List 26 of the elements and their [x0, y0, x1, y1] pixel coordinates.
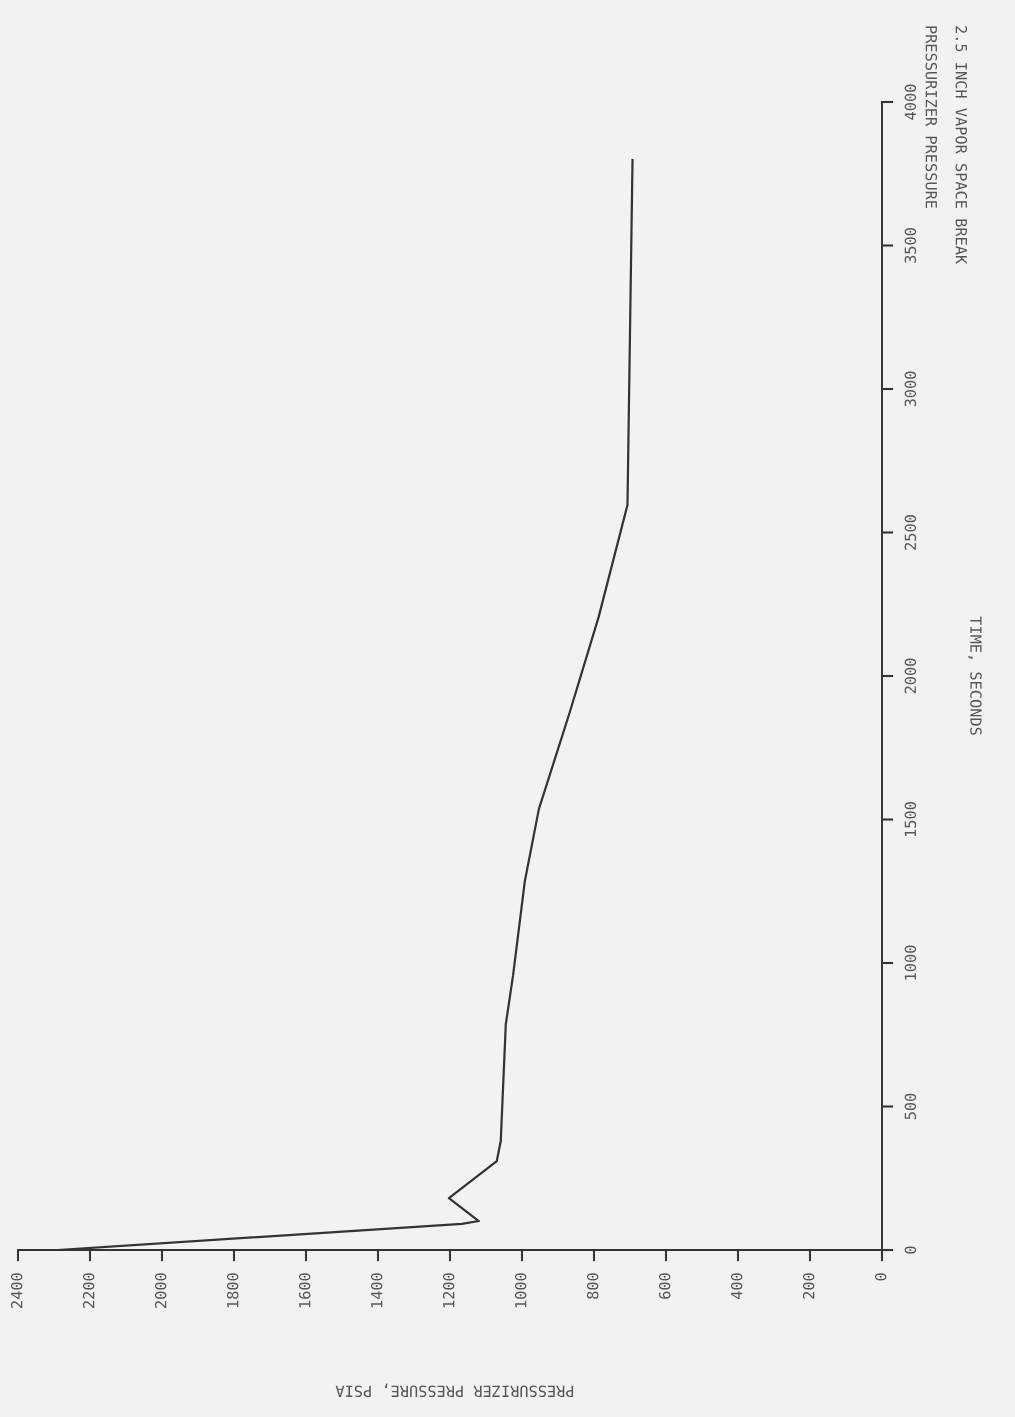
y-tick-label: 3500 — [904, 228, 917, 263]
x-tick-label: 200 — [802, 1273, 815, 1299]
x-tick-label: 400 — [730, 1273, 743, 1300]
x-tick-label: 600 — [658, 1273, 671, 1299]
y-tick-label: 1500 — [904, 802, 917, 837]
y-tick-label: 1000 — [904, 945, 917, 980]
y-tick-label: 2500 — [904, 515, 917, 550]
text: 2.5 INCH VAPOR SPACE BREAK — [955, 26, 968, 265]
x-tick-label: 1000 — [514, 1273, 527, 1308]
y-tick-label: 2000 — [904, 658, 917, 694]
y-tick-label: 500 — [904, 1093, 917, 1120]
x-tick-label: 2200 — [82, 1273, 95, 1308]
x-tick-label: 1800 — [226, 1273, 239, 1308]
x-tick-label: 2000 — [154, 1273, 167, 1308]
x-tick-label: 1200 — [442, 1273, 455, 1308]
x-tick-label: 2400 — [10, 1273, 23, 1308]
y-tick-label: 4000 — [904, 84, 917, 120]
text: PRESSURIZER PRESSURE — [925, 26, 938, 208]
y-axis-title: TIME, SECONDS — [968, 616, 982, 735]
x-axis-title: PRESSURIZER PRESSURE, PSIA — [335, 1383, 574, 1398]
x-tick-label: 0 — [874, 1273, 887, 1281]
x-tick-label: 1400 — [370, 1273, 383, 1308]
y-tick-label: 3000 — [904, 371, 917, 407]
x-tick-label: 1600 — [298, 1273, 311, 1308]
x-tick-label: 800 — [586, 1273, 599, 1299]
y-tick-label: 0 — [904, 1246, 917, 1254]
